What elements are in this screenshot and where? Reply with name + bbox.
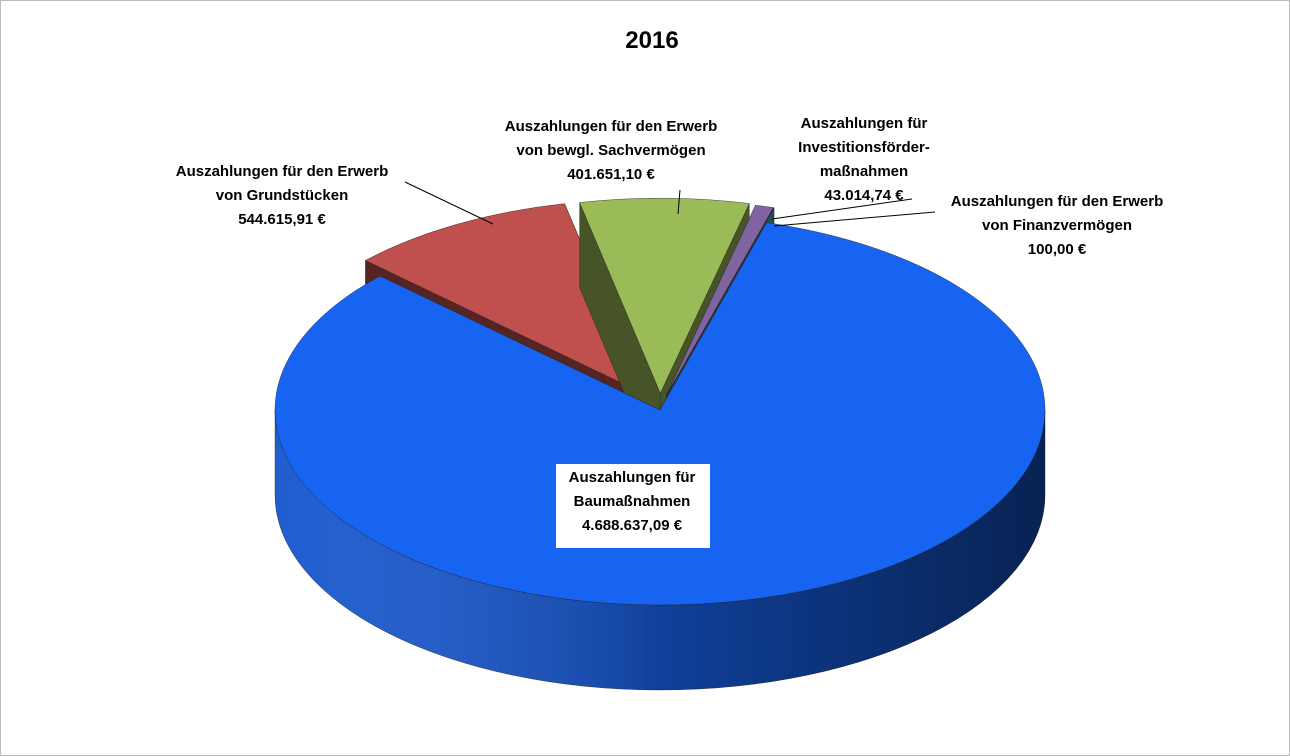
category-label: Auszahlungen für den Erwerb — [176, 163, 389, 180]
slice-side-shade — [275, 410, 1045, 690]
data-label: Auszahlungen für den Erwerb von Finanzver… — [951, 193, 1164, 258]
category-label: von Grundstücken — [216, 187, 349, 204]
slice-top — [579, 198, 750, 394]
data-label: Auszahlungen für Investitionsförder-maßna… — [798, 115, 930, 204]
category-label: Investitionsförder- — [798, 139, 930, 156]
category-label: Auszahlungen für den Erwerb — [505, 118, 718, 135]
category-label: maßnahmen — [820, 163, 908, 180]
category-label: Auszahlungen für — [801, 115, 928, 132]
labels: Auszahlungen für Baumaßnahmen 4.688.637,09… — [176, 115, 1164, 548]
value-label: 4.688.637,09 € — [582, 517, 683, 534]
value-label: 401.651,10 € — [567, 166, 655, 183]
leader-line — [771, 198, 913, 220]
label-box — [556, 464, 710, 548]
data-label: Auszahlungen für den Erwerb von bewgl. Sa… — [505, 118, 718, 183]
pie — [274, 198, 1046, 691]
value-label: 100,00 € — [1028, 241, 1087, 258]
slice-top — [274, 222, 1046, 606]
category-label: von bewgl. Sachvermögen — [516, 142, 705, 159]
category-label: von Finanzvermögen — [982, 217, 1132, 234]
slice-top — [667, 207, 775, 396]
leader-line — [677, 189, 681, 215]
value-label: 43.014,74 € — [824, 187, 904, 204]
data-label: Auszahlungen für Baumaßnahmen 4.688.637,09… — [569, 469, 696, 534]
value-label: 544.615,91 € — [238, 211, 326, 228]
category-label: Baumaßnahmen — [574, 493, 691, 510]
data-label: Auszahlungen für den Erwerb von Grundstüc… — [176, 163, 389, 228]
slice-top — [364, 203, 646, 395]
category-label: Auszahlungen für — [569, 469, 696, 486]
pie-slice — [274, 221, 1046, 691]
leader-line — [404, 181, 494, 225]
slice-top — [666, 204, 774, 396]
leader-line — [773, 211, 936, 227]
category-label: Auszahlungen für den Erwerb — [951, 193, 1164, 210]
chart-title: 2016 — [625, 27, 678, 54]
